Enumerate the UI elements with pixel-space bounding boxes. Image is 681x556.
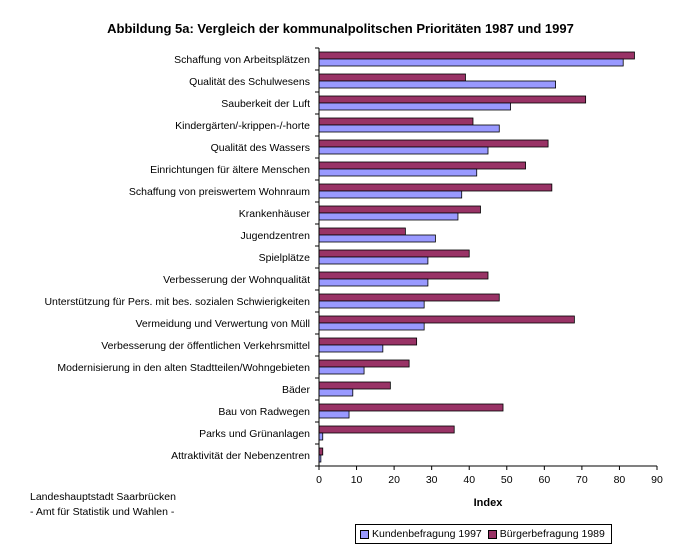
legend-swatch-1997 xyxy=(360,529,369,539)
category-label: Qualität des Schulwesens xyxy=(189,76,310,88)
labels-layer: Schaffung von Arbeitsplätzen Qualität des… xyxy=(44,54,310,462)
x-tick-label: 10 xyxy=(351,474,363,486)
legend-entry-1997: Kundenbefragung 1997 xyxy=(360,528,482,540)
bar-b-rgerbefragung-1989-4 xyxy=(318,117,474,126)
bar-kundenbefragung-1997-7 xyxy=(318,190,463,199)
bar-b-rgerbefragung-1989-6 xyxy=(318,161,526,170)
x-tick-label: 50 xyxy=(501,474,513,486)
ticks-layer: 0 10 20 30 40 50 60 70 80 90 xyxy=(315,47,663,486)
bar-kundenbefragung-1997-1 xyxy=(318,58,624,67)
bar-kundenbefragung-1997-8 xyxy=(318,212,459,221)
bar-kundenbefragung-1997-5 xyxy=(318,146,489,155)
category-label: Spielplätze xyxy=(259,252,311,264)
bar-b-rgerbefragung-1989-2 xyxy=(318,73,466,82)
bar-b-rgerbefragung-1989-1 xyxy=(318,51,635,60)
bar-b-rgerbefragung-1989-18 xyxy=(318,425,455,434)
bar-kundenbefragung-1997-6 xyxy=(318,168,478,177)
bar-b-rgerbefragung-1989-9 xyxy=(318,227,406,236)
category-label: Bäder xyxy=(282,384,311,396)
bar-b-rgerbefragung-1989-5 xyxy=(318,139,549,148)
legend: Kundenbefragung 1997 Bürgerbefragung 198… xyxy=(355,524,612,544)
source-line-1: Landeshauptstadt Saarbrücken xyxy=(30,491,176,503)
bar-kundenbefragung-1997-9 xyxy=(318,234,436,243)
x-tick-label: 20 xyxy=(388,474,400,486)
bar-kundenbefragung-1997-16 xyxy=(318,388,354,397)
bar-b-rgerbefragung-1989-12 xyxy=(318,293,500,302)
source-note: Landeshauptstadt Saarbrücken - Amt für S… xyxy=(30,490,176,520)
category-label: Jugendzentren xyxy=(241,230,311,242)
category-label: Attraktivität der Nebenzentren xyxy=(171,450,310,462)
bars-layer xyxy=(318,51,635,463)
bar-b-rgerbefragung-1989-14 xyxy=(318,337,418,346)
category-label: Parks und Grünanlagen xyxy=(199,428,310,440)
bar-b-rgerbefragung-1989-16 xyxy=(318,381,391,390)
category-label: Schaffung von preiswertem Wohnraum xyxy=(129,186,310,198)
bar-b-rgerbefragung-1989-8 xyxy=(318,205,481,214)
bar-kundenbefragung-1997-2 xyxy=(318,80,557,89)
legend-label-1997: Kundenbefragung 1997 xyxy=(372,528,482,540)
x-tick-label: 30 xyxy=(426,474,438,486)
category-label: Bau von Radwegen xyxy=(218,406,310,418)
chart-title: Abbildung 5a: Vergleich der kommunalpoli… xyxy=(107,21,574,36)
legend-swatch-1989 xyxy=(487,529,497,539)
category-label: Krankenhäuser xyxy=(239,208,311,220)
x-tick-label: 40 xyxy=(463,474,475,486)
category-label: Vermeidung und Verwertung von Müll xyxy=(135,318,310,330)
bar-kundenbefragung-1997-15 xyxy=(318,366,365,375)
bar-kundenbefragung-1997-13 xyxy=(318,322,425,331)
x-axis-title: Index xyxy=(474,497,504,509)
category-label: Sauberkeit der Luft xyxy=(221,98,310,110)
bar-b-rgerbefragung-1989-10 xyxy=(318,249,470,258)
x-tick-label: 0 xyxy=(316,474,322,486)
x-tick-label: 70 xyxy=(576,474,588,486)
bar-kundenbefragung-1997-10 xyxy=(318,256,429,265)
bar-kundenbefragung-1997-12 xyxy=(318,300,425,309)
category-label: Schaffung von Arbeitsplätzen xyxy=(174,54,310,66)
x-tick-label: 80 xyxy=(614,474,626,486)
bar-b-rgerbefragung-1989-7 xyxy=(318,183,553,192)
category-label: Einrichtungen für ältere Menschen xyxy=(150,164,310,176)
bar-kundenbefragung-1997-11 xyxy=(318,278,429,287)
bar-b-rgerbefragung-1989-11 xyxy=(318,271,489,280)
bar-kundenbefragung-1997-18 xyxy=(318,432,324,441)
category-label: Verbesserung der öffentlichen Verkehrsmi… xyxy=(101,340,310,352)
bar-b-rgerbefragung-1989-15 xyxy=(318,359,410,368)
bar-kundenbefragung-1997-4 xyxy=(318,124,500,133)
bar-b-rgerbefragung-1989-13 xyxy=(318,315,575,324)
bar-kundenbefragung-1997-3 xyxy=(318,102,511,111)
legend-entry-1989: Bürgerbefragung 1989 xyxy=(487,528,605,540)
category-label: Unterstützung für Pers. mit bes. soziale… xyxy=(44,296,310,308)
category-label: Qualität des Wassers xyxy=(211,142,310,154)
category-label: Modernisierung in den alten Stadtteilen/… xyxy=(57,362,310,374)
x-tick-label: 60 xyxy=(538,474,550,486)
bar-b-rgerbefragung-1989-19 xyxy=(318,447,324,456)
source-line-2: - Amt für Statistik und Wahlen - xyxy=(30,506,175,518)
x-tick-label: 90 xyxy=(651,474,663,486)
legend-label-1989: Bürgerbefragung 1989 xyxy=(499,528,605,540)
category-label: Verbesserung der Wohnqualität xyxy=(163,274,310,286)
bar-kundenbefragung-1997-17 xyxy=(318,410,350,419)
category-label: Kindergärten/-krippen-/-horte xyxy=(175,120,310,132)
bar-b-rgerbefragung-1989-17 xyxy=(318,403,504,412)
bar-kundenbefragung-1997-14 xyxy=(318,344,384,353)
bar-b-rgerbefragung-1989-3 xyxy=(318,95,587,104)
